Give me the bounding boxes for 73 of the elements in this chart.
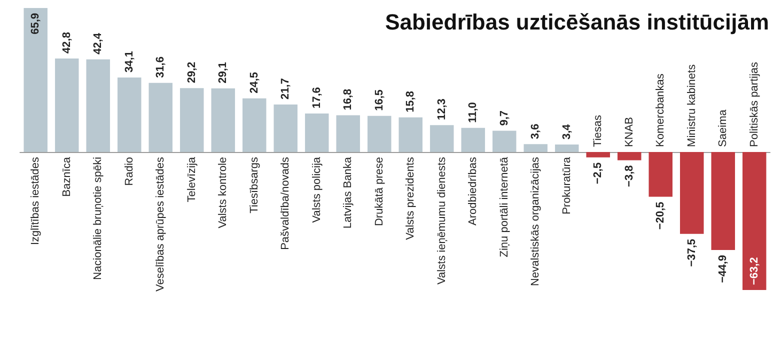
data-label: 29,2	[186, 62, 198, 84]
x-tick-label: Valsts ieņēmumu dienests	[436, 156, 448, 285]
bar	[742, 152, 766, 290]
bar	[24, 8, 48, 152]
data-label: 34,1	[123, 51, 136, 72]
x-tick-label: Nevalstiskās organizācijas	[530, 156, 542, 286]
x-tick-label: Ziņu portāli internetā	[498, 156, 510, 258]
x-tick-label: Veselības aprūpes iestādes	[154, 156, 167, 292]
x-tick-label: Nacionālie bruņotie spēki	[92, 156, 104, 280]
data-label: 42,4	[92, 32, 104, 54]
x-tick-label: Baznīca	[60, 156, 73, 197]
x-tick-label: KNAB	[623, 116, 636, 147]
x-tick-label: Izglītības iestādes	[30, 156, 42, 246]
bar	[492, 130, 516, 152]
chart-title: Sabiedrības uzticēšanās institūcijām	[385, 10, 770, 34]
bar	[336, 115, 360, 152]
bar	[305, 114, 329, 152]
x-tick-label: Saeima	[717, 108, 730, 147]
data-label: 24,5	[248, 72, 260, 94]
bar	[524, 144, 548, 152]
bar	[86, 59, 110, 152]
bar	[118, 77, 142, 152]
x-tick-label: Valsts policija	[310, 156, 323, 223]
data-label: 16,8	[342, 88, 354, 110]
bar	[55, 58, 79, 152]
bar	[398, 117, 422, 152]
bar	[148, 82, 172, 152]
data-label: 29,1	[217, 62, 230, 84]
x-tick-label: Arodbiedrības	[467, 156, 480, 226]
bar	[680, 152, 704, 234]
x-tick-label: Latvijas Banka	[342, 156, 354, 228]
data-label: −3,8	[623, 165, 636, 187]
bar	[274, 104, 298, 152]
x-tick-label: Radio	[123, 156, 136, 186]
x-tick-label: Valsts prezidents	[404, 156, 417, 240]
data-label: −37,5	[686, 238, 698, 267]
x-tick-label: Pašvaldība/novads	[280, 156, 292, 250]
x-tick-label: Valsts kontrole	[217, 156, 230, 228]
bar	[648, 152, 672, 197]
bar	[211, 88, 235, 152]
x-tick-label: Politiskās partijas	[748, 61, 760, 147]
data-label: 65,9	[30, 13, 42, 34]
data-label: 11,0	[467, 102, 480, 123]
bar	[461, 128, 485, 152]
data-label: −2,5	[592, 162, 604, 184]
x-tick-label: Drukātā prese	[373, 156, 386, 226]
x-tick-label: Tiesībsargs	[248, 156, 260, 214]
bar	[430, 125, 454, 152]
bar	[586, 152, 610, 158]
data-label: 15,8	[404, 91, 417, 112]
data-label: 17,6	[310, 87, 323, 109]
data-label: 3,4	[560, 123, 573, 140]
data-label: 9,7	[498, 110, 510, 126]
bar	[180, 88, 204, 152]
bar	[618, 152, 642, 160]
x-tick-label: Komercbankas	[654, 73, 667, 147]
data-label: −63,2	[748, 257, 760, 285]
x-tick-label: Televīzija	[186, 156, 198, 202]
data-label: 16,5	[373, 89, 386, 111]
bar	[555, 144, 579, 152]
bar	[242, 98, 266, 152]
x-tick-label: Prokuratūra	[560, 156, 573, 214]
x-tick-label: Tiesas	[592, 114, 604, 147]
bar	[711, 152, 735, 250]
x-tick-label: Ministru kabinets	[686, 64, 698, 147]
data-label: 31,6	[154, 56, 167, 78]
data-label: −44,9	[717, 255, 730, 283]
data-label: 21,7	[280, 78, 292, 100]
data-label: 42,8	[60, 32, 73, 54]
data-label: −20,5	[654, 202, 667, 230]
data-label: 3,6	[530, 124, 542, 140]
bar	[368, 116, 392, 152]
data-label: 12,3	[436, 98, 448, 120]
